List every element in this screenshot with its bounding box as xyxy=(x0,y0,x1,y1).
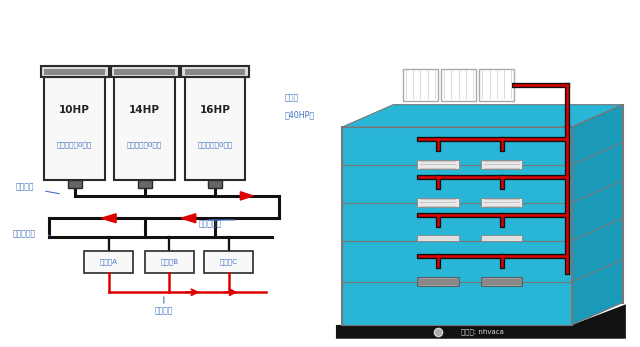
Bar xyxy=(481,277,522,286)
Bar xyxy=(342,203,572,240)
Text: 从机（地址0２）: 从机（地址0２） xyxy=(57,141,92,147)
Text: 室内机B: 室内机B xyxy=(160,259,179,265)
Text: 微信号: nhvaca: 微信号: nhvaca xyxy=(461,329,504,335)
Polygon shape xyxy=(241,192,253,200)
Bar xyxy=(479,68,515,101)
Bar xyxy=(403,68,438,101)
Bar xyxy=(138,180,152,188)
Bar xyxy=(111,66,179,77)
Bar xyxy=(481,236,522,241)
Bar xyxy=(342,127,572,165)
Text: 16HP: 16HP xyxy=(200,105,230,115)
Text: 主机（地址0０）: 主机（地址0０） xyxy=(197,141,232,147)
Text: 室内机A: 室内机A xyxy=(100,259,118,265)
Bar xyxy=(342,282,572,325)
Bar xyxy=(180,66,249,77)
Text: 内机分歧管: 内机分歧管 xyxy=(13,229,36,238)
Text: 室外机: 室外机 xyxy=(285,93,300,102)
Text: 室内机C: 室内机C xyxy=(220,259,237,265)
Bar xyxy=(417,236,459,241)
Bar xyxy=(417,160,459,169)
Bar xyxy=(342,165,572,203)
Text: （40HP）: （40HP） xyxy=(285,110,315,119)
Bar xyxy=(417,197,459,207)
Polygon shape xyxy=(336,304,626,339)
Polygon shape xyxy=(101,214,116,223)
Bar xyxy=(184,77,245,180)
Text: 从机（地址0１）: 从机（地址0１） xyxy=(127,141,163,147)
Bar xyxy=(84,251,133,273)
Bar xyxy=(40,66,109,77)
Text: 10HP: 10HP xyxy=(60,105,90,115)
Bar xyxy=(204,251,253,273)
Bar xyxy=(145,251,194,273)
Bar xyxy=(208,180,222,188)
Bar xyxy=(342,240,572,282)
Bar xyxy=(184,68,245,75)
Text: 冷凝水管: 冷凝水管 xyxy=(155,307,173,316)
Polygon shape xyxy=(181,214,196,223)
Bar xyxy=(68,180,82,188)
Bar xyxy=(115,68,175,75)
Text: 冷媒配管: 冷媒配管 xyxy=(15,183,34,192)
Bar xyxy=(44,68,105,75)
Bar xyxy=(441,68,476,101)
Bar xyxy=(481,160,522,169)
Bar xyxy=(44,77,105,180)
Polygon shape xyxy=(572,105,623,325)
Bar xyxy=(481,197,522,207)
Bar xyxy=(115,77,175,180)
Bar xyxy=(417,277,459,286)
Text: 14HP: 14HP xyxy=(129,105,160,115)
Text: 外机分歧管: 外机分歧管 xyxy=(199,219,222,228)
Polygon shape xyxy=(342,105,623,127)
